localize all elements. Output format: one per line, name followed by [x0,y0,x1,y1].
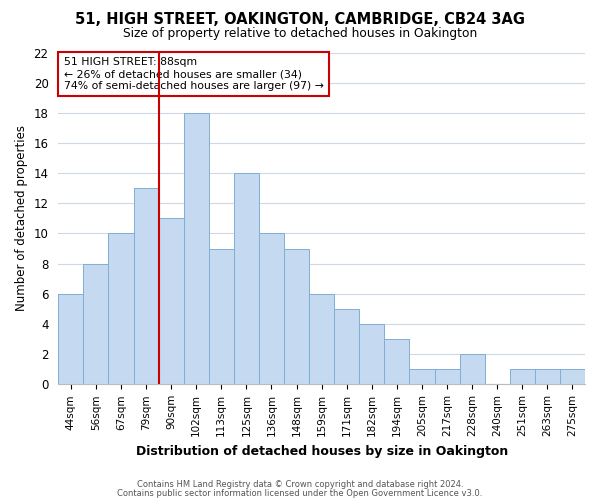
Bar [309,294,334,384]
Bar [560,369,585,384]
Text: 51, HIGH STREET, OAKINGTON, CAMBRIDGE, CB24 3AG: 51, HIGH STREET, OAKINGTON, CAMBRIDGE, C… [75,12,525,28]
Text: Contains public sector information licensed under the Open Government Licence v3: Contains public sector information licen… [118,488,482,498]
X-axis label: Distribution of detached houses by size in Oakington: Distribution of detached houses by size … [136,444,508,458]
Bar [434,369,460,384]
Text: 51 HIGH STREET: 88sqm
← 26% of detached houses are smaller (34)
74% of semi-deta: 51 HIGH STREET: 88sqm ← 26% of detached … [64,58,323,90]
Bar [334,309,359,384]
Bar [385,339,409,384]
Y-axis label: Number of detached properties: Number of detached properties [15,126,28,312]
Bar [460,354,485,384]
Bar [58,294,83,384]
Bar [535,369,560,384]
Bar [284,248,309,384]
Bar [259,234,284,384]
Bar [409,369,434,384]
Bar [184,113,209,384]
Bar [359,324,385,384]
Text: Size of property relative to detached houses in Oakington: Size of property relative to detached ho… [123,28,477,40]
Bar [158,218,184,384]
Text: Contains HM Land Registry data © Crown copyright and database right 2024.: Contains HM Land Registry data © Crown c… [137,480,463,489]
Bar [510,369,535,384]
Bar [209,248,234,384]
Bar [234,173,259,384]
Bar [83,264,109,384]
Bar [134,188,158,384]
Bar [109,234,134,384]
